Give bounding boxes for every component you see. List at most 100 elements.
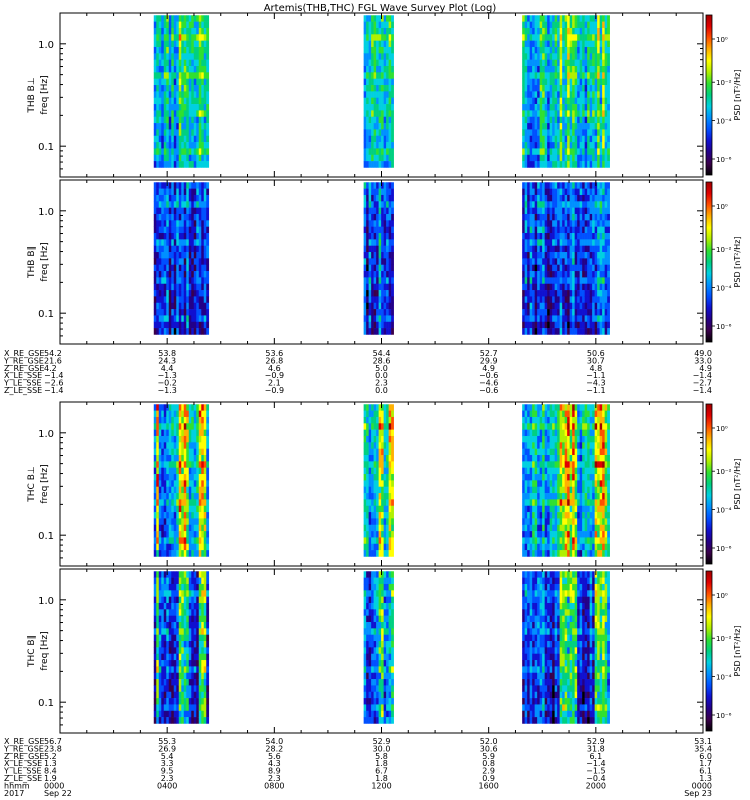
spectrogram-cell [181,537,185,545]
spectrogram-cell [559,435,563,443]
spectrogram-cell [203,154,207,162]
spectrogram-cell [552,505,555,513]
spectrogram-cell [153,233,157,240]
spectrogram-cell [562,543,565,551]
spectrogram-cell [589,315,593,323]
spectrogram-cell [559,252,563,259]
spectrogram-cell [156,142,160,149]
spectrogram-cell [587,410,590,418]
spectrogram-cell [163,264,167,272]
spectrogram-cell [203,461,207,468]
spectrogram-cell [201,129,205,137]
spectrogram-cell [562,410,565,418]
spectrogram-cell [186,328,190,335]
spectrogram-cell [574,550,578,557]
spectrogram-cell [529,531,533,538]
spectrogram-cell [383,161,387,168]
spectrogram-cell [537,226,540,234]
spectrogram-cell [582,518,585,526]
spectrogram-cell [206,512,210,519]
spectrogram-cell [178,72,182,79]
spectrogram-cell [173,480,177,487]
spectrogram-cell [156,34,160,41]
spectrogram-cell [176,182,180,189]
spectrogram-cell [183,21,187,29]
spectrogram-cell [386,480,389,487]
spectrogram-cell [196,416,200,424]
spectrogram-cell [607,72,610,79]
spectrogram-cell [196,271,200,278]
spectrogram-cell [188,271,192,278]
spectrogram-cell [569,53,573,60]
spectrogram-cell [383,435,387,443]
spectrogram-cell [391,161,394,168]
spectrogram-cell [577,245,580,253]
spectrogram-cell [554,505,558,513]
spectrogram-cell [562,207,565,215]
spectrogram-cell [577,499,580,507]
spectrogram-cell [589,531,593,538]
spectrogram-cell [376,315,379,323]
spectrogram-cell [529,104,533,111]
spectrogram-cell [178,258,182,265]
spectrogram-cell [579,201,583,208]
spectrogram-cell [371,290,374,297]
spectrogram-cell [198,148,202,156]
spectrogram-cell [574,233,578,240]
spectrogram-cell [572,486,575,494]
spectrogram-cell [569,302,573,310]
spectrogram-cell [168,213,172,221]
spectrogram-cell [574,302,578,310]
spectrogram-cell [163,78,167,86]
spectrogram-cell [572,161,575,168]
spectrogram-cell [572,258,575,265]
spectrogram-cell [569,110,573,118]
spectrogram-cell [181,233,185,240]
spectrogram-cell [188,474,192,481]
spectrogram-cell [171,499,175,507]
spectrogram-cell [554,524,558,532]
spectrogram-cell [156,531,160,538]
spectrogram-cell [564,66,568,73]
spectrogram-cell [178,537,182,545]
spectrogram-cell [584,258,588,265]
spectrogram-cell [193,271,197,278]
spectrogram-cell [577,142,580,149]
spectrogram-cell [203,91,207,98]
colorbar-tick-label: 10⁻⁴ [716,285,732,293]
spectrogram-cell [186,474,190,481]
spectrogram-cell [158,226,162,234]
spectrogram-cell [527,461,530,468]
spectrogram-cell [163,85,167,92]
spectrogram-cell [186,410,190,418]
spectrogram-cell [524,239,528,246]
spectrogram-cell [373,97,377,105]
spectrogram-cell [188,315,192,323]
spectrogram-cell [554,499,558,507]
spectrogram-cell [584,27,588,35]
spectrogram-cell [181,110,185,118]
spectrogram-cell [574,461,578,468]
spectrogram-cell [168,21,172,29]
spectrogram-cell [176,15,180,22]
spectrogram-cell [386,448,389,456]
spectrogram-cell [587,328,590,335]
spectrogram-cell [161,53,165,60]
spectrogram-cell [376,410,379,418]
spectrogram-cell [532,135,535,143]
spectrogram-cell [552,21,555,29]
spectrogram-cell [607,277,610,285]
spectrogram-cell [156,467,160,475]
spectrogram-cell [527,258,530,265]
spectrogram-cell [153,15,157,22]
spectrogram-cell [183,59,187,67]
spectrogram-cell [161,480,165,487]
spectrogram-cell [186,104,190,111]
spectrogram-cell [547,182,550,189]
spectrogram-cell [572,85,575,92]
spectrogram-cell [178,423,182,430]
spectrogram-cell [188,182,192,189]
spectrogram-cell [529,550,533,557]
spectrogram-cell [539,21,543,29]
spectrogram-cell [186,135,190,143]
